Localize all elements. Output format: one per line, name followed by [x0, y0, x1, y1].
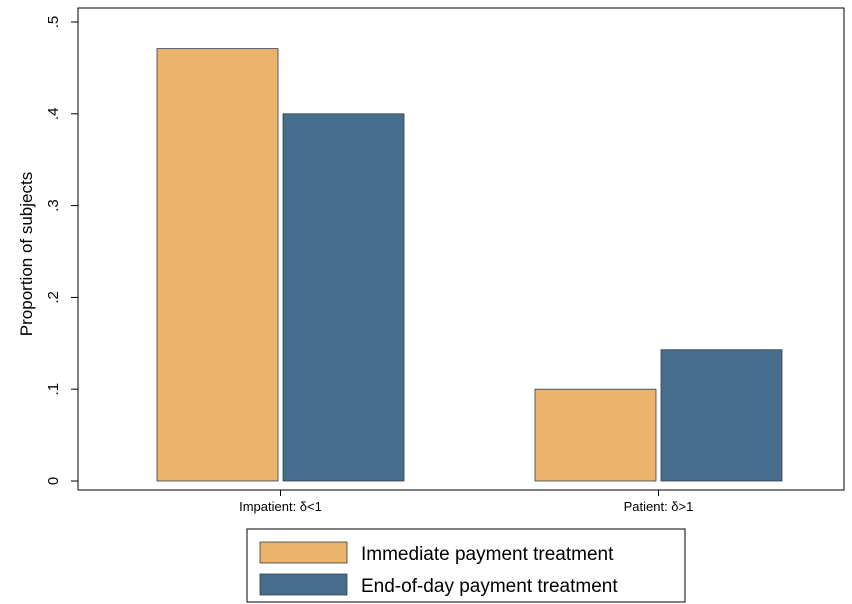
category-label: Impatient: δ<1	[239, 499, 322, 514]
bar-end-of-day-patient	[660, 349, 783, 482]
y-tick-label: .4	[45, 108, 62, 121]
y-tick-label: .2	[45, 291, 62, 304]
bar-immediate-impatient	[156, 48, 279, 482]
category-label: Patient: δ>1	[624, 499, 694, 514]
category-labels: Impatient: δ<1 Patient: δ>1	[239, 490, 693, 514]
y-tick-label: 0	[45, 477, 62, 485]
y-tick-label: .5	[45, 16, 62, 29]
legend-label: End-of-day payment treatment	[361, 576, 618, 597]
y-axis-title: Proportion of subjects	[17, 172, 36, 336]
y-axis-ticks: 0 .1 .2 .3 .4 .5	[45, 16, 78, 485]
legend-swatch	[259, 541, 348, 564]
bars	[156, 48, 783, 482]
legend: Immediate payment treatment End-of-day pa…	[246, 528, 686, 603]
bar-immediate-patient	[534, 388, 657, 482]
bar-end-of-day-impatient	[282, 113, 405, 482]
y-tick-label: .1	[45, 383, 62, 396]
legend-swatch	[259, 573, 348, 596]
y-tick-label: .3	[45, 199, 62, 212]
legend-label: Immediate payment treatment	[361, 544, 614, 565]
